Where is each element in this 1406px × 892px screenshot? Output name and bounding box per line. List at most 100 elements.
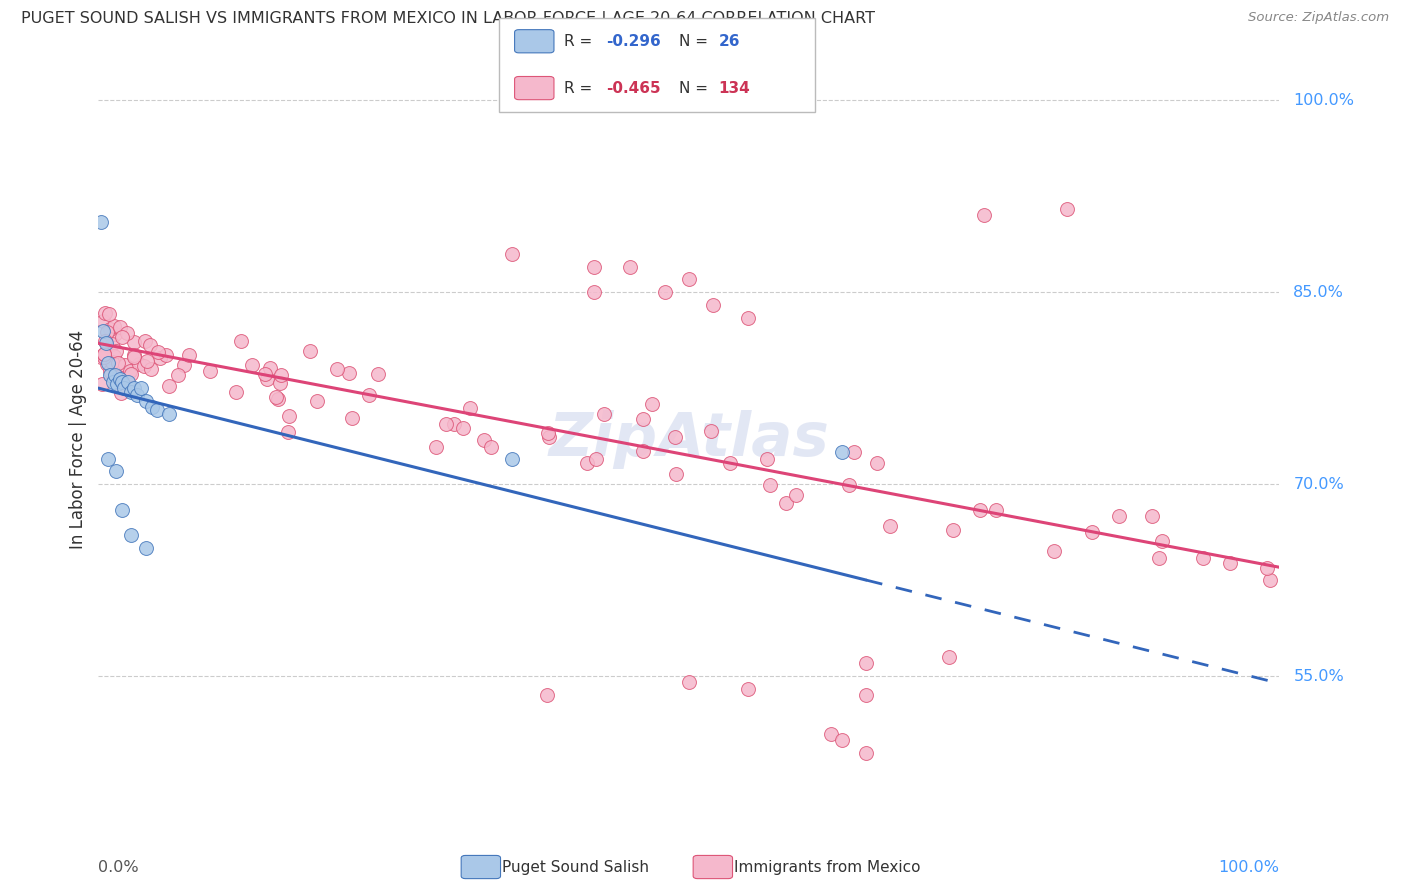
Point [107,370,129,384]
Point [340,410,363,425]
Point [458,401,481,416]
Point [94,336,117,351]
Point [1043,544,1066,558]
Point [94,334,117,349]
Text: R =: R = [564,80,598,95]
Point [434,417,457,432]
Point [91,314,114,328]
Point [101,375,124,389]
Point [678,272,700,286]
Point [135,541,157,555]
Point [844,444,866,458]
Point [104,343,127,358]
Point [254,368,277,382]
Text: PUGET SOUND SALISH VS IMMIGRANTS FROM MEXICO IN LABOR FORCE | AGE 20-64 CORRELAT: PUGET SOUND SALISH VS IMMIGRANTS FROM ME… [21,11,875,27]
Point [107,356,129,370]
Point [481,440,503,454]
Point [855,688,877,702]
Point [93,346,115,360]
Text: 100.0%: 100.0% [1219,860,1279,875]
Point [127,387,149,401]
Point [104,326,127,341]
Point [139,338,162,352]
Point [1256,561,1278,575]
Point [101,337,124,351]
Point [619,260,641,274]
Point [90,215,112,229]
Point [831,733,853,747]
Point [425,441,447,455]
Point [121,528,143,542]
Point [654,285,676,300]
Point [278,409,301,423]
Point [97,355,120,369]
Point [633,412,655,426]
Point [775,496,797,510]
Point [129,381,152,395]
Point [96,357,118,371]
Point [737,681,759,696]
Point [759,478,782,492]
Text: N =: N = [679,34,713,49]
Point [592,407,614,421]
Point [98,364,121,378]
Point [337,366,360,380]
Point [1056,202,1078,216]
Point [115,326,138,341]
Point [938,649,960,664]
Point [111,375,134,389]
Point [664,430,686,444]
Point [98,368,121,383]
Point [93,350,115,364]
Point [135,393,157,408]
Point [501,451,523,466]
Point [231,334,253,348]
Point [94,306,117,320]
Point [969,503,991,517]
Text: ZipAtlas: ZipAtlas [548,409,830,469]
Point [984,503,1007,517]
Point [104,368,127,383]
Point [1108,508,1130,523]
Point [108,372,131,386]
Text: -0.465: -0.465 [606,80,661,95]
Point [167,368,190,382]
Point [326,362,349,376]
Point [134,334,156,348]
Point [240,358,263,372]
Point [1192,551,1215,566]
Text: R =: R = [564,34,598,49]
Point [90,376,112,391]
Point [718,456,741,470]
Point [357,388,380,402]
Y-axis label: In Labor Force | Age 20-64: In Labor Force | Age 20-64 [69,330,87,549]
Point [97,451,120,466]
Point [305,394,328,409]
Point [117,375,139,389]
Point [443,417,465,432]
Text: Puget Sound Salish: Puget Sound Salish [502,860,650,874]
Point [583,285,606,300]
Point [472,433,495,447]
Text: 100.0%: 100.0% [1294,93,1354,108]
Text: 134: 134 [718,80,751,95]
Point [122,350,145,364]
Point [855,746,877,760]
Point [177,348,200,362]
Point [576,456,599,470]
Point [122,381,145,395]
Point [785,488,807,502]
Point [585,451,607,466]
Point [93,347,115,361]
Point [277,425,299,440]
Point [155,348,177,362]
Point [146,345,169,359]
Text: 0.0%: 0.0% [98,860,139,875]
Point [1219,557,1241,571]
Point [269,376,291,390]
Point [855,657,877,671]
Point [122,348,145,362]
Point [97,307,120,321]
Point [134,359,156,373]
Point [1258,573,1281,587]
